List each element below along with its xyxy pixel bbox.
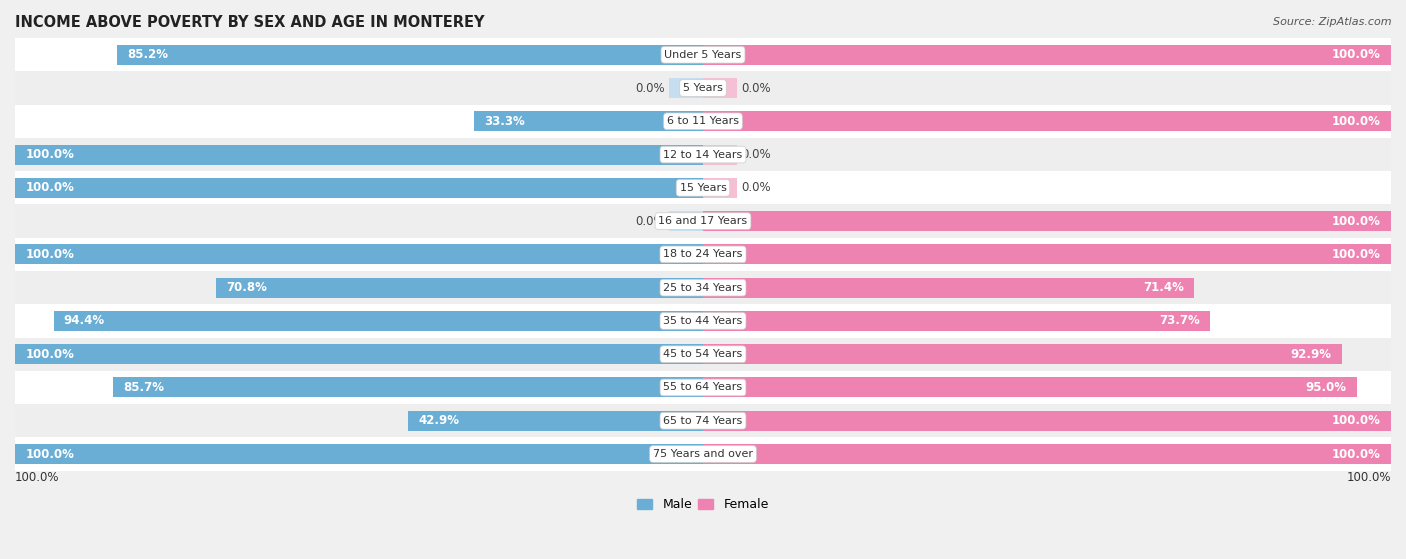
Bar <box>15 444 703 464</box>
Text: 0.0%: 0.0% <box>741 82 770 94</box>
Bar <box>703 377 1357 397</box>
Text: 100.0%: 100.0% <box>1331 48 1381 61</box>
Text: 70.8%: 70.8% <box>226 281 267 294</box>
Text: Under 5 Years: Under 5 Years <box>665 50 741 60</box>
Text: 75 Years and over: 75 Years and over <box>652 449 754 459</box>
Bar <box>15 244 703 264</box>
Text: 0.0%: 0.0% <box>636 215 665 228</box>
Text: 16 and 17 Years: 16 and 17 Years <box>658 216 748 226</box>
Bar <box>703 45 1391 65</box>
Text: 0.0%: 0.0% <box>741 181 770 195</box>
Text: 18 to 24 Years: 18 to 24 Years <box>664 249 742 259</box>
Bar <box>15 371 1391 404</box>
Bar <box>703 344 1343 364</box>
Text: 100.0%: 100.0% <box>15 471 59 484</box>
Bar <box>15 171 1391 205</box>
Bar <box>15 344 703 364</box>
Bar <box>114 377 703 397</box>
Bar <box>15 178 703 198</box>
Text: 100.0%: 100.0% <box>25 248 75 261</box>
Text: 95.0%: 95.0% <box>1305 381 1347 394</box>
Bar <box>15 72 1391 105</box>
Bar <box>15 105 1391 138</box>
Legend: Male, Female: Male, Female <box>633 493 773 517</box>
Text: INCOME ABOVE POVERTY BY SEX AND AGE IN MONTEREY: INCOME ABOVE POVERTY BY SEX AND AGE IN M… <box>15 15 485 30</box>
Text: 100.0%: 100.0% <box>25 148 75 161</box>
Text: 45 to 54 Years: 45 to 54 Years <box>664 349 742 359</box>
Text: 15 Years: 15 Years <box>679 183 727 193</box>
Bar <box>15 205 1391 238</box>
Bar <box>53 311 703 331</box>
Text: 6 to 11 Years: 6 to 11 Years <box>666 116 740 126</box>
Bar <box>703 178 737 198</box>
Bar <box>15 138 1391 171</box>
Bar <box>15 145 703 164</box>
Bar <box>703 145 737 164</box>
Text: 85.7%: 85.7% <box>124 381 165 394</box>
Bar <box>703 278 1194 297</box>
Bar <box>15 238 1391 271</box>
Text: 0.0%: 0.0% <box>636 82 665 94</box>
Text: 5 Years: 5 Years <box>683 83 723 93</box>
Text: 42.9%: 42.9% <box>418 414 460 427</box>
Text: 65 to 74 Years: 65 to 74 Years <box>664 416 742 426</box>
Bar <box>703 311 1211 331</box>
Bar <box>669 211 703 231</box>
Bar <box>474 111 703 131</box>
Text: 25 to 34 Years: 25 to 34 Years <box>664 283 742 293</box>
Bar <box>703 244 1391 264</box>
Bar <box>703 211 1391 231</box>
Bar <box>408 411 703 431</box>
Text: 12 to 14 Years: 12 to 14 Years <box>664 150 742 159</box>
Bar <box>15 338 1391 371</box>
Bar <box>15 304 1391 338</box>
Text: 100.0%: 100.0% <box>1331 248 1381 261</box>
Bar <box>15 404 1391 437</box>
Bar <box>15 38 1391 72</box>
Text: 100.0%: 100.0% <box>1331 448 1381 461</box>
Text: 55 to 64 Years: 55 to 64 Years <box>664 382 742 392</box>
Text: 0.0%: 0.0% <box>741 148 770 161</box>
Text: 100.0%: 100.0% <box>1331 414 1381 427</box>
Bar <box>15 437 1391 471</box>
Text: 71.4%: 71.4% <box>1143 281 1184 294</box>
Bar <box>703 411 1391 431</box>
Text: 73.7%: 73.7% <box>1159 314 1199 328</box>
Text: 100.0%: 100.0% <box>1347 471 1391 484</box>
Bar <box>217 278 703 297</box>
Text: 100.0%: 100.0% <box>1331 215 1381 228</box>
Text: 100.0%: 100.0% <box>25 348 75 361</box>
Bar <box>703 111 1391 131</box>
Text: 92.9%: 92.9% <box>1291 348 1331 361</box>
Bar <box>703 444 1391 464</box>
Text: 100.0%: 100.0% <box>25 181 75 195</box>
Text: 100.0%: 100.0% <box>25 448 75 461</box>
Bar <box>117 45 703 65</box>
Text: 35 to 44 Years: 35 to 44 Years <box>664 316 742 326</box>
Bar <box>669 78 703 98</box>
Bar <box>703 78 737 98</box>
Text: 85.2%: 85.2% <box>127 48 169 61</box>
Bar <box>15 271 1391 304</box>
Text: 100.0%: 100.0% <box>1331 115 1381 128</box>
Text: 94.4%: 94.4% <box>63 314 105 328</box>
Text: 33.3%: 33.3% <box>484 115 524 128</box>
Text: Source: ZipAtlas.com: Source: ZipAtlas.com <box>1274 17 1392 27</box>
